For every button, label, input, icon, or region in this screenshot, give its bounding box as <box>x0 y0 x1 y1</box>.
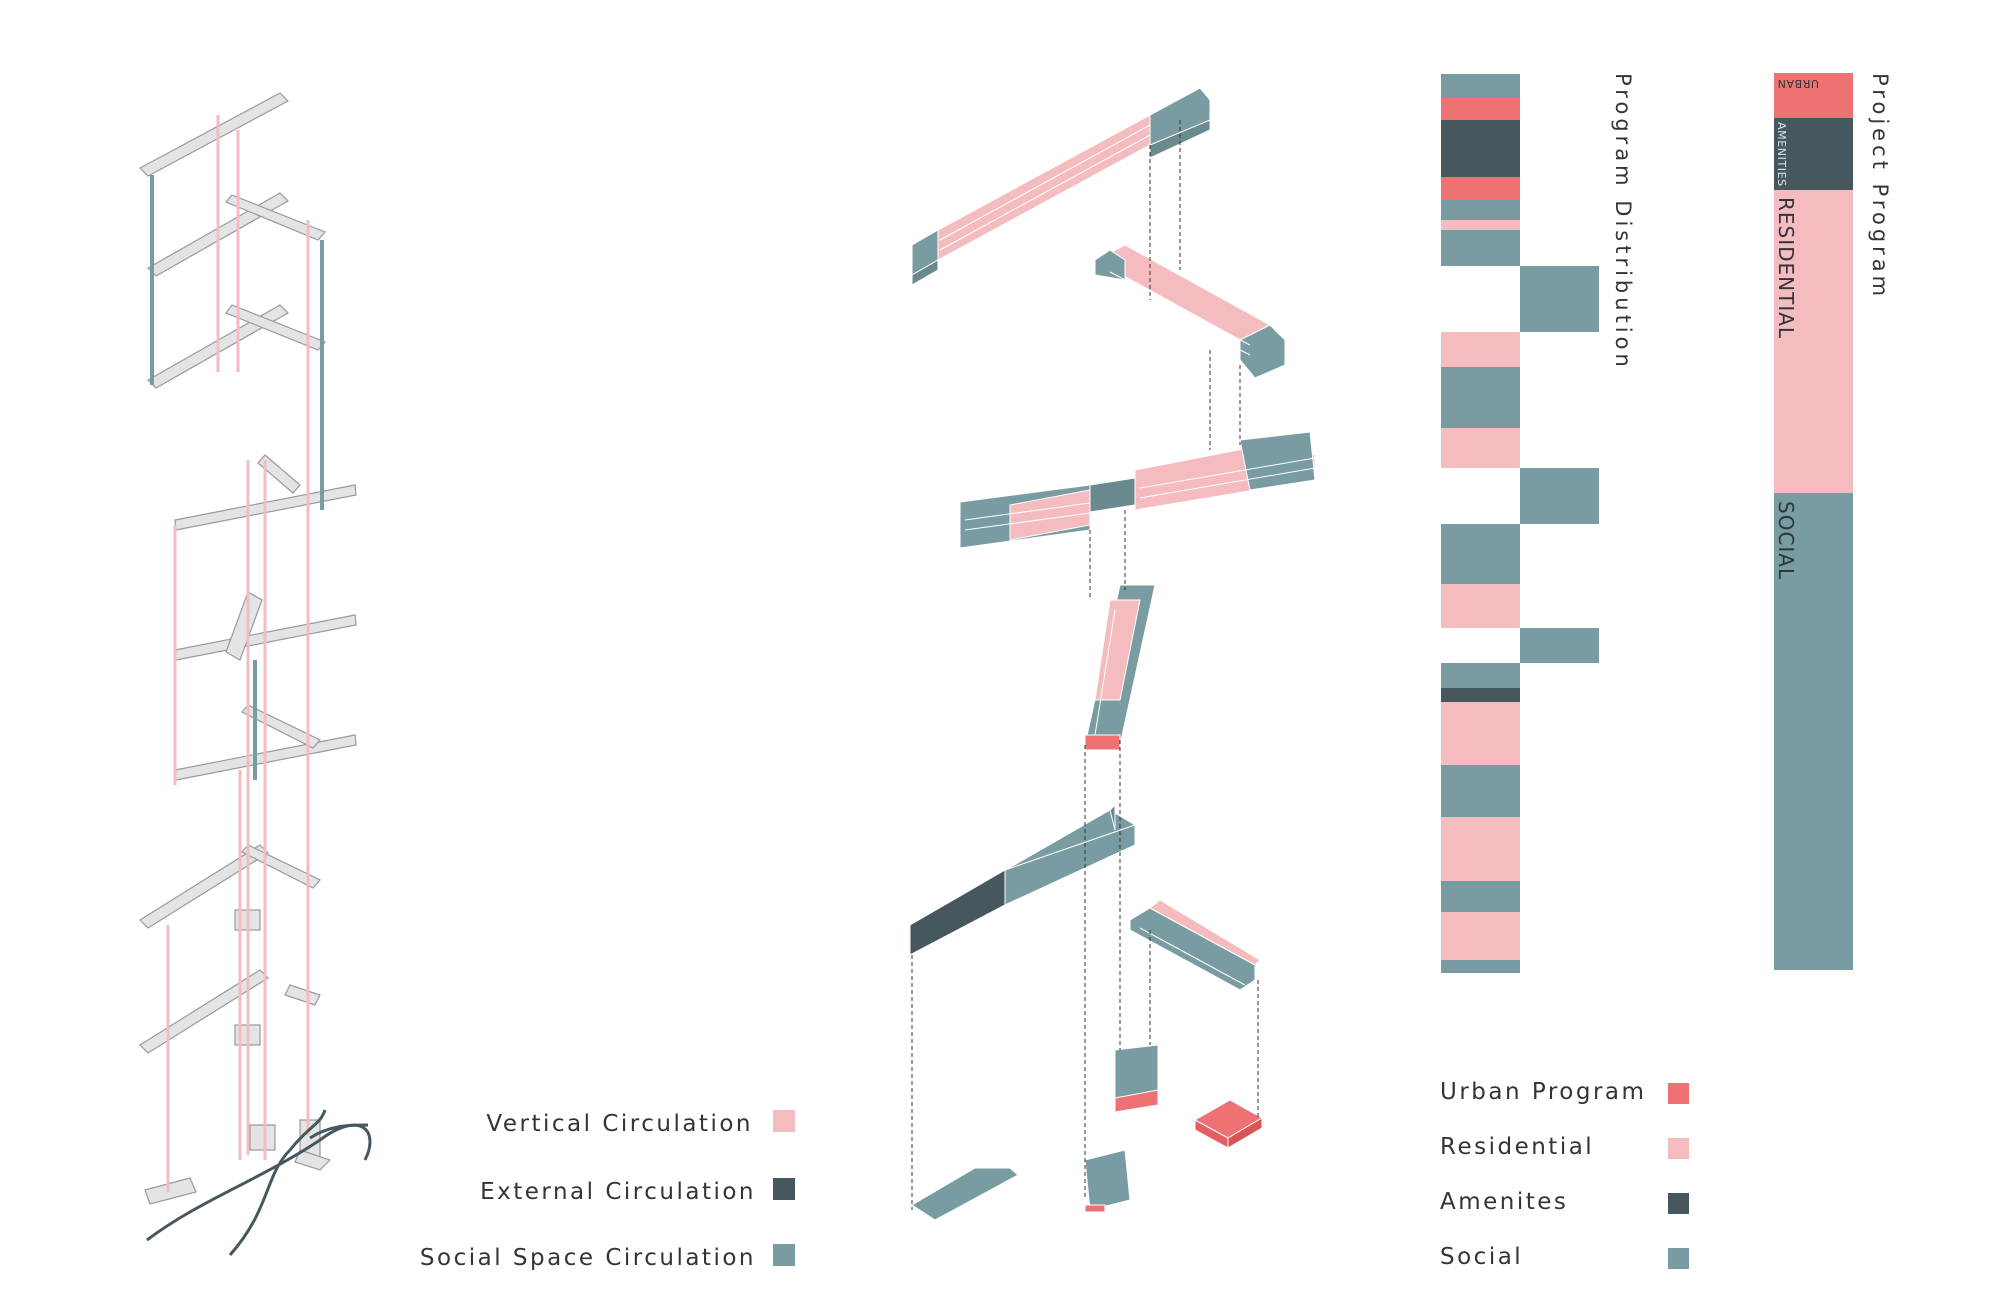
block-level-3 <box>959 431 1316 549</box>
legend-label: Social <box>1440 1244 1523 1270</box>
legend-item-social-circulation: Social Space Circulation <box>420 1244 795 1271</box>
legend-swatch <box>1668 1138 1689 1159</box>
vertical-circulation-lines <box>166 115 310 1192</box>
block-level-2 <box>1093 244 1286 379</box>
segment-residential <box>1774 190 1853 493</box>
legend-swatch <box>1668 1083 1689 1104</box>
legend-label: Urban Program <box>1440 1079 1646 1105</box>
segment-social <box>1774 493 1853 970</box>
block-level-5 <box>909 803 1136 956</box>
program-distribution-bar: Program Distribution <box>1441 73 1635 973</box>
block-level-6 <box>1129 899 1261 991</box>
segment-label-urban: URBAN <box>1777 77 1819 90</box>
legend-item-social: Social <box>1440 1244 1689 1270</box>
legend-swatch <box>773 1178 795 1200</box>
segment-label-residential: RESIDENTIAL <box>1774 197 1798 339</box>
legend-swatch <box>773 1244 795 1266</box>
block-level-1 <box>911 87 1211 286</box>
legend-label: External Circulation <box>480 1179 756 1205</box>
legend-item-vertical-circulation: Vertical Circulation <box>486 1110 795 1137</box>
legend-swatch <box>773 1110 795 1132</box>
legend-label: Vertical Circulation <box>486 1111 753 1137</box>
segment-urban <box>1774 73 1853 118</box>
block-level-4 <box>1084 584 1156 751</box>
projection-lines <box>911 120 1259 1210</box>
block-level-7 <box>1114 1044 1264 1149</box>
project-program-title: Project Program <box>1868 73 1892 300</box>
external-circulation-paths <box>146 1109 372 1256</box>
legend-swatch <box>1668 1193 1689 1214</box>
project-program-bar: URBAN AMENITIES RESIDENTIAL SOCIAL Proje… <box>1774 73 1892 970</box>
legend-item-external-circulation: External Circulation <box>480 1178 795 1205</box>
legend-label: Social Space Circulation <box>420 1245 756 1271</box>
legend-label: Amenites <box>1440 1189 1568 1215</box>
program-legend: Urban Program Residential Amenites Socia… <box>1440 1079 1689 1270</box>
legend-item-residential: Residential <box>1440 1134 1689 1160</box>
circulation-legend: Vertical Circulation External Circulatio… <box>420 1110 795 1271</box>
program-blocks <box>909 87 1316 1221</box>
block-level-8 <box>911 1149 1131 1221</box>
legend-item-urban-program: Urban Program <box>1440 1079 1689 1105</box>
legend-item-amenites: Amenites <box>1440 1189 1689 1215</box>
program-distribution-title: Program Distribution <box>1611 73 1635 371</box>
segment-label-amenities: AMENITIES <box>1775 122 1788 187</box>
social-circulation-lines <box>150 175 324 780</box>
legend-label: Residential <box>1440 1134 1594 1160</box>
legend-swatch <box>1668 1248 1689 1269</box>
segment-label-social: SOCIAL <box>1774 501 1798 580</box>
circulation-axonometric <box>139 92 372 1256</box>
segment-amenities <box>1774 118 1853 190</box>
